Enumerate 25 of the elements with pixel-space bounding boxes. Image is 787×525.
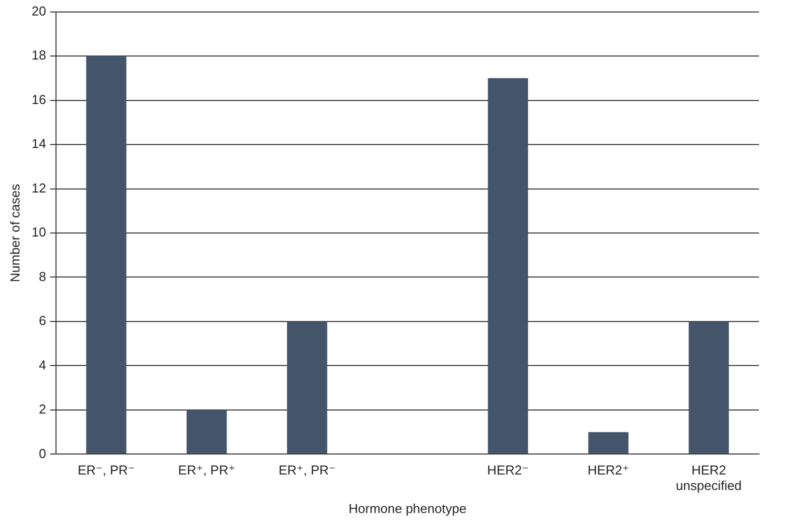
bar [186, 410, 227, 454]
y-tick-label: 20 [32, 3, 46, 18]
x-tick-label: ER⁺, PR⁻ [278, 462, 336, 478]
y-axis-title: Number of cases [7, 183, 22, 282]
bar [588, 432, 628, 454]
y-tick-label: 0 [38, 446, 46, 461]
y-tick-label: 18 [32, 48, 46, 63]
y-tick-label: 10 [32, 224, 46, 240]
bar [287, 321, 328, 454]
y-tick-label: 12 [32, 180, 46, 196]
bar [488, 78, 528, 454]
bar [86, 56, 126, 454]
x-tick-label: HER2⁻ [487, 462, 529, 478]
y-tick-label: 16 [32, 92, 46, 107]
y-tick-label: 4 [38, 357, 46, 372]
bar [688, 321, 729, 454]
y-tick-label: 2 [38, 402, 46, 417]
y-tick-label: 8 [38, 268, 46, 284]
x-tick-label: ER⁻, PR⁻ [78, 462, 135, 478]
y-tick-label: 14 [32, 136, 46, 152]
x-tick-label: HER2⁺ [588, 462, 630, 478]
x-tick-label: ER⁺, PR⁺ [178, 462, 236, 478]
x-tick-label: HER2 unspecified [676, 462, 742, 494]
y-tick-label: 6 [38, 313, 46, 328]
x-axis-title: Hormone phenotype [348, 500, 466, 516]
